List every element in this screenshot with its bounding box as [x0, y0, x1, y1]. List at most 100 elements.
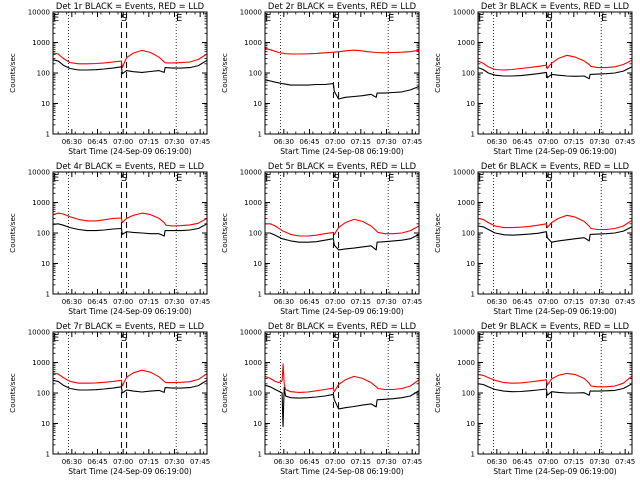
y-tick-label: 100: [462, 230, 475, 238]
x-tick-label: 07:45: [190, 458, 210, 466]
y-tick-label: 10000: [240, 169, 262, 177]
y-tick-label: 1000: [244, 359, 262, 367]
plot-frame: [264, 171, 420, 295]
y-tick-label: 1000: [244, 199, 262, 207]
marker-letter-e: E: [478, 173, 484, 184]
marker-letter-e: E: [176, 13, 182, 24]
y-tick-label: 10000: [453, 169, 475, 177]
x-tick-label: 06:45: [299, 138, 319, 146]
x-tick-label: 06:45: [87, 458, 107, 466]
marker-letter-e: E: [265, 13, 271, 24]
y-axis-label: Counts/sec: [433, 53, 442, 93]
plot-frame: [52, 171, 208, 295]
y-tick-label: 10: [41, 260, 50, 268]
x-axis-label: Start Time (24-Sep-08 06:19:00): [280, 467, 404, 476]
marker-letter-s: S: [121, 333, 127, 344]
y-tick-label: 10: [41, 100, 50, 108]
x-tick-label: 06:45: [299, 458, 319, 466]
panel-title: Det 9r BLACK = Events, RED = LLD: [481, 321, 629, 331]
y-tick-label: 10: [253, 420, 262, 428]
y-tick-label: 10000: [28, 9, 50, 17]
x-tick-label: 06:30: [487, 298, 507, 306]
marker-letter-e: E: [265, 333, 271, 344]
y-tick-label: 1: [258, 451, 262, 459]
x-tick-label: 07:00: [538, 458, 558, 466]
x-tick-label: 07:30: [589, 298, 609, 306]
events-series-line: [265, 232, 420, 251]
y-tick-label: 10000: [28, 329, 50, 337]
y-tick-label: 1: [471, 451, 475, 459]
x-tick-label: 07:30: [164, 138, 184, 146]
x-tick-label: 06:45: [87, 298, 107, 306]
x-tick-label: 06:45: [299, 298, 319, 306]
y-tick-label: 10: [41, 420, 50, 428]
x-tick-label: 07:30: [376, 458, 396, 466]
y-tick-label: 10000: [28, 169, 50, 177]
panel-title: Det 8r BLACK = Events, RED = LLD: [268, 321, 416, 331]
x-tick-label: 07:30: [164, 298, 184, 306]
detector-panel-2: Det 2r BLACK = Events, RED = LLD Counts/s…: [220, 1, 422, 156]
lld-series-line: [52, 49, 208, 69]
y-tick-label: 10: [253, 100, 262, 108]
x-axis-label: Start Time (24-Sep-09 06:19:00): [493, 307, 617, 316]
y-tick-label: 10: [466, 420, 475, 428]
marker-letter-s: S: [333, 13, 339, 24]
x-tick-label: 07:15: [351, 458, 371, 466]
x-tick-label: 07:15: [564, 458, 584, 466]
y-tick-label: 1000: [457, 199, 475, 207]
x-tick-label: 06:30: [274, 298, 294, 306]
events-series-line: [52, 59, 208, 75]
x-tick-label: 07:45: [615, 458, 635, 466]
y-tick-label: 1: [258, 131, 262, 139]
detector-panel-1: Det 1r BLACK = Events, RED = LLD Counts/s…: [8, 1, 210, 156]
x-tick-label: 06:45: [87, 138, 107, 146]
events-series-line: [264, 384, 420, 428]
marker-letter-s: S: [333, 333, 339, 344]
panel-title: Det 5r BLACK = Events, RED = LLD: [268, 161, 416, 171]
y-tick-label: 100: [37, 70, 50, 78]
panel-title: Det 1r BLACK = Events, RED = LLD: [56, 1, 204, 11]
x-tick-label: 07:45: [615, 138, 635, 146]
marker-letter-s: S: [121, 13, 127, 24]
marker-letter-e: E: [478, 333, 484, 344]
y-tick-label: 1000: [244, 39, 262, 47]
x-tick-label: 06:30: [62, 458, 82, 466]
plot-frame: [477, 11, 633, 135]
y-tick-label: 100: [37, 230, 50, 238]
x-axis-label: Start Time (24-Sep-09 06:19:00): [493, 147, 617, 156]
x-tick-label: 07:45: [402, 138, 422, 146]
lld-series-line: [477, 54, 633, 71]
marker-letter-s: S: [121, 173, 127, 184]
x-tick-label: 06:45: [512, 298, 532, 306]
y-tick-label: 10: [466, 260, 475, 268]
lld-series-line: [264, 47, 420, 55]
y-tick-label: 10: [253, 260, 262, 268]
x-tick-label: 06:30: [274, 458, 294, 466]
lld-series-line: [477, 372, 633, 388]
x-tick-label: 07:45: [402, 458, 422, 466]
y-tick-label: 1000: [32, 359, 50, 367]
marker-letter-e: E: [388, 13, 394, 24]
marker-letter-s: S: [546, 333, 552, 344]
x-axis-label: Start Time (24-Sep-09 06:19:00): [68, 307, 192, 316]
x-tick-label: 06:45: [512, 138, 532, 146]
plot-frame: [264, 11, 420, 135]
y-tick-label: 1: [258, 291, 262, 299]
x-tick-label: 06:30: [62, 138, 82, 146]
y-tick-label: 10000: [453, 9, 475, 17]
x-tick-label: 07:30: [376, 298, 396, 306]
events-series-line: [52, 379, 208, 394]
x-tick-label: 07:15: [139, 458, 159, 466]
y-tick-label: 100: [462, 390, 475, 398]
marker-letter-s: S: [546, 173, 552, 184]
detector-panel-5: Det 5r BLACK = Events, RED = LLD Counts/s…: [220, 161, 422, 316]
panel-title: Det 7r BLACK = Events, RED = LLD: [56, 321, 204, 331]
y-tick-label: 1: [46, 291, 50, 299]
marker-letter-e: E: [478, 13, 484, 24]
y-tick-label: 1000: [32, 39, 50, 47]
lld-series-line: [52, 212, 208, 227]
y-tick-label: 10000: [240, 329, 262, 337]
x-tick-label: 07:00: [538, 298, 558, 306]
x-tick-label: 07:00: [325, 298, 345, 306]
